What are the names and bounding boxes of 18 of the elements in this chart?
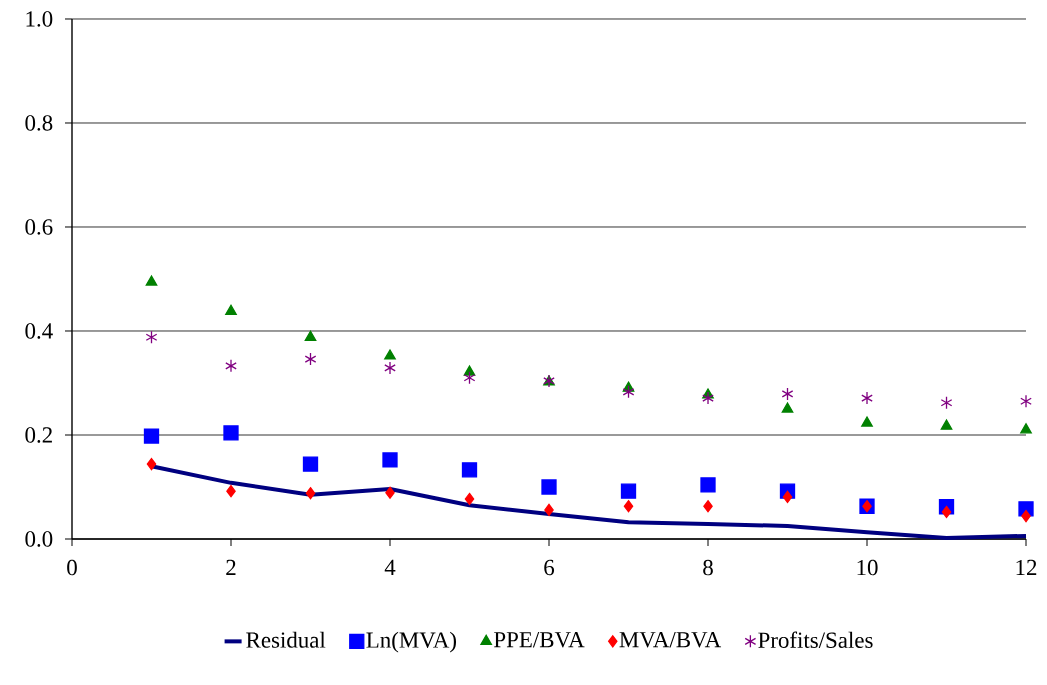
x-tick-label: 2 <box>226 559 236 576</box>
x-tick-label: 12 <box>1016 559 1037 576</box>
y-tick-label: 0.0 <box>25 531 53 547</box>
x-tick-label: 4 <box>384 559 396 575</box>
legend-label: PPE/BVA <box>494 632 585 648</box>
x-tick-label: 8 <box>703 559 713 576</box>
x-tick-label: 10 <box>857 559 878 576</box>
legend-label: Residual <box>246 631 326 648</box>
x-tick-label: 0 <box>67 559 77 576</box>
legend-label: Ln(MVA) <box>366 631 457 653</box>
y-tick-label: 0.6 <box>25 219 53 235</box>
y-tick-label: 0.4 <box>25 323 53 339</box>
legend-label: Profits/Sales <box>758 631 873 648</box>
legend-label: MVA/BVA <box>619 632 722 648</box>
y-tick-label: 0.8 <box>25 115 53 131</box>
y-tick-label: 0.2 <box>25 427 52 443</box>
y-tick-label: 1.0 <box>26 11 53 27</box>
x-tick-label: 6 <box>544 559 555 576</box>
